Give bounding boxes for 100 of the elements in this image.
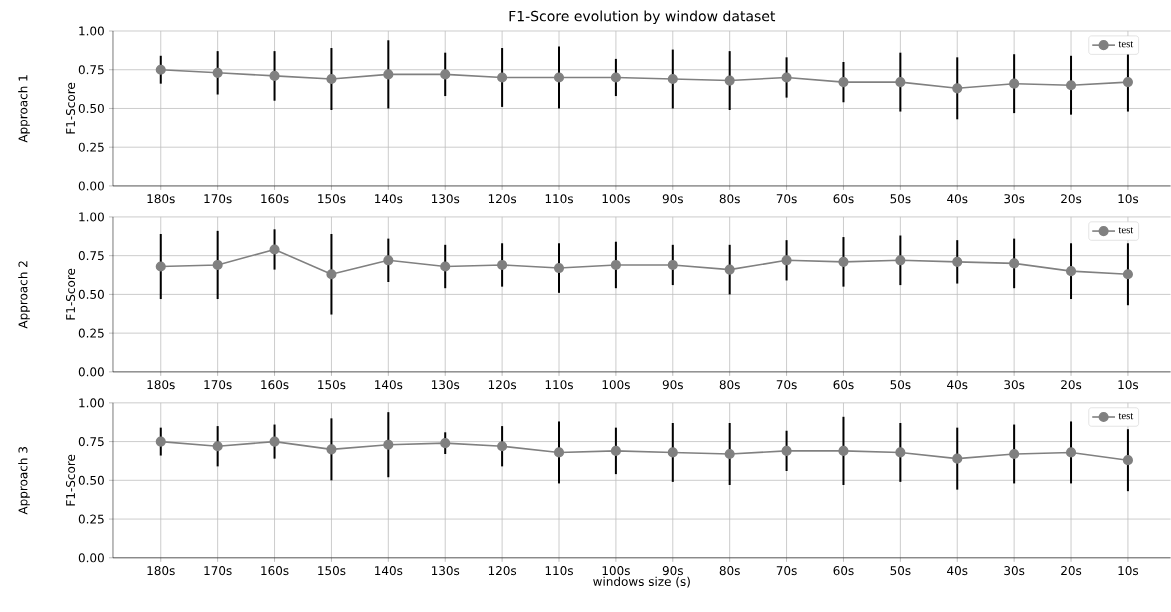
x-tick-label: 160s bbox=[261, 380, 289, 390]
text: Approach 3 bbox=[18, 447, 30, 515]
y-tick-label: 0.25 bbox=[78, 328, 104, 338]
point bbox=[497, 72, 508, 83]
y-tick-label: 0.25 bbox=[78, 142, 104, 152]
x-tick-label: 60s bbox=[833, 194, 854, 204]
x-tick-label: 170s bbox=[204, 566, 232, 576]
point bbox=[212, 260, 223, 271]
point bbox=[155, 64, 166, 75]
y-axis-title: F1-Score bbox=[65, 454, 76, 506]
x-tick-label: 80s bbox=[719, 194, 740, 204]
x-tick-label: 40s bbox=[947, 380, 968, 390]
point bbox=[383, 255, 394, 266]
point bbox=[326, 74, 337, 85]
point bbox=[497, 441, 508, 452]
y-tick-label: 0.50 bbox=[78, 475, 104, 485]
y-tick-label: 1.00 bbox=[79, 212, 104, 222]
point bbox=[952, 256, 963, 268]
point bbox=[155, 436, 166, 447]
x-tick-label: 70s bbox=[776, 380, 797, 390]
x-tick-label: 20s bbox=[1061, 194, 1082, 204]
y-tick-label: 0.50 bbox=[78, 104, 104, 114]
point bbox=[497, 260, 508, 271]
point bbox=[1065, 447, 1077, 458]
x-tick-label: 160s bbox=[261, 566, 289, 576]
x-tick-label: 80s bbox=[719, 380, 740, 390]
point bbox=[781, 72, 792, 83]
legend-label: test bbox=[1118, 227, 1134, 234]
legend-label: test bbox=[1118, 41, 1134, 48]
x-tick-label: 30s bbox=[1004, 194, 1025, 204]
point bbox=[838, 445, 849, 457]
x-tick-label: 90s bbox=[662, 194, 683, 204]
point bbox=[1065, 80, 1077, 91]
point bbox=[440, 261, 451, 272]
point bbox=[553, 72, 565, 83]
x-tick-label: 100s bbox=[602, 566, 630, 576]
y-tick-label: 0.75 bbox=[78, 251, 104, 261]
x-tick-label: 90s bbox=[662, 566, 683, 576]
x-tick-label: 120s bbox=[488, 566, 517, 576]
point bbox=[781, 445, 792, 457]
point bbox=[553, 447, 565, 458]
x-tick-label: 10s bbox=[1118, 566, 1139, 576]
point bbox=[1009, 258, 1020, 269]
x-tick-label: 70s bbox=[776, 194, 797, 204]
point bbox=[610, 260, 621, 271]
point bbox=[212, 67, 223, 78]
point bbox=[1065, 266, 1077, 277]
x-tick-label: 90s bbox=[662, 380, 683, 390]
point bbox=[269, 436, 280, 447]
x-tick-label: 110s bbox=[545, 380, 573, 390]
x-tick-label: 10s bbox=[1118, 194, 1139, 204]
x-tick-label: 110s bbox=[545, 566, 573, 576]
x-tick-label: 180s bbox=[147, 194, 175, 204]
point bbox=[212, 441, 223, 452]
x-tick-label: 100s bbox=[602, 380, 630, 390]
point bbox=[440, 438, 451, 449]
point bbox=[838, 77, 849, 88]
point bbox=[269, 244, 280, 255]
y-tick-label: 0.00 bbox=[78, 367, 104, 377]
x-tick-label: 150s bbox=[318, 194, 346, 204]
x-tick-label: 170s bbox=[204, 194, 232, 204]
chart-title: F1-Score evolution by window dataset bbox=[509, 10, 776, 25]
x-tick-label: 60s bbox=[833, 380, 854, 390]
point bbox=[724, 449, 735, 460]
point bbox=[895, 447, 906, 458]
y-tick-label: 0.50 bbox=[78, 289, 104, 300]
x-tick-label: 140s bbox=[375, 380, 403, 390]
x-tick-label: 30s bbox=[1004, 380, 1025, 390]
x-tick-label: 20s bbox=[1061, 380, 1082, 390]
y-tick-label: 0.75 bbox=[78, 65, 104, 75]
y-tick-label: 0.75 bbox=[78, 437, 104, 447]
x-tick-label: 50s bbox=[890, 194, 911, 204]
point bbox=[667, 74, 678, 85]
point bbox=[952, 83, 963, 94]
point bbox=[440, 69, 451, 80]
x-tick-label: 130s bbox=[431, 566, 460, 576]
point bbox=[383, 69, 394, 80]
x-tick-label: 80s bbox=[719, 566, 740, 576]
point bbox=[838, 256, 849, 268]
point bbox=[326, 444, 337, 455]
point bbox=[610, 445, 621, 457]
point bbox=[1122, 77, 1133, 88]
x-tick-label: 180s bbox=[147, 566, 175, 576]
x-tick-label: 130s bbox=[431, 380, 460, 390]
x-tick-label: 130s bbox=[431, 194, 460, 204]
legend-label: test bbox=[1118, 413, 1134, 420]
x-tick-label: 140s bbox=[375, 194, 403, 204]
x-tick-label: 40s bbox=[947, 566, 968, 576]
x-axis-title: windows size (s) bbox=[593, 576, 690, 588]
point bbox=[724, 264, 735, 275]
text: Approach 2 bbox=[18, 261, 30, 329]
x-tick-label: 120s bbox=[488, 194, 517, 204]
point bbox=[667, 447, 678, 458]
point bbox=[667, 260, 678, 271]
point bbox=[895, 255, 906, 266]
point bbox=[553, 263, 565, 274]
text: Approach 1 bbox=[18, 75, 30, 143]
y-axis-title: F1-Score bbox=[65, 82, 76, 134]
x-tick-label: 170s bbox=[204, 380, 232, 390]
x-tick-label: 150s bbox=[318, 380, 346, 390]
